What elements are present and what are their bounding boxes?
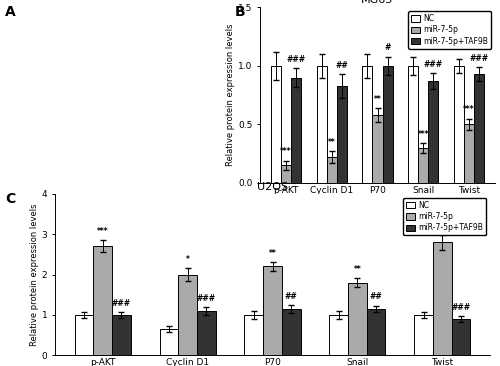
Text: **: ** <box>268 249 276 258</box>
Text: A: A <box>5 5 16 19</box>
Bar <box>428 81 438 183</box>
Title: U2OS: U2OS <box>257 182 288 192</box>
Bar <box>291 78 301 183</box>
Text: ###: ### <box>452 303 470 311</box>
Bar <box>464 124 474 183</box>
Bar <box>336 86 347 183</box>
Bar <box>408 66 418 183</box>
Bar <box>348 283 366 355</box>
Text: *: * <box>186 255 190 264</box>
Bar <box>433 242 452 355</box>
Bar <box>382 66 392 183</box>
Bar <box>281 165 291 183</box>
Bar <box>452 319 470 355</box>
Legend: NC, miR-7-5p, miR-7-5p+TAF9B: NC, miR-7-5p, miR-7-5p+TAF9B <box>408 11 491 49</box>
Bar <box>366 309 386 355</box>
Text: ***: *** <box>280 147 291 156</box>
Text: #: # <box>384 43 391 52</box>
Text: **: ** <box>328 138 336 147</box>
Text: ***: *** <box>97 227 108 236</box>
Bar <box>330 315 348 355</box>
Text: ###: ### <box>112 299 131 307</box>
Bar <box>178 274 197 355</box>
Bar <box>282 309 300 355</box>
Bar <box>263 266 282 355</box>
Bar <box>326 157 336 183</box>
Bar <box>372 115 382 183</box>
Text: ###: ### <box>286 55 306 64</box>
Text: B: B <box>235 5 246 19</box>
Y-axis label: Relative protein expression levels: Relative protein expression levels <box>226 24 235 167</box>
Bar <box>197 311 216 355</box>
Bar <box>112 315 131 355</box>
Text: **: ** <box>354 265 361 274</box>
Y-axis label: Relative protein expression levels: Relative protein expression levels <box>30 203 39 346</box>
Text: ***: *** <box>418 130 429 139</box>
Bar <box>414 315 433 355</box>
Bar <box>270 66 281 183</box>
Text: ***: *** <box>464 105 475 114</box>
Bar <box>474 74 484 183</box>
Bar <box>418 148 428 183</box>
Text: ###: ### <box>424 60 443 68</box>
Text: **: ** <box>374 95 382 104</box>
Text: ##: ## <box>370 292 382 302</box>
Text: C: C <box>5 192 15 206</box>
Title: MG63: MG63 <box>362 0 394 5</box>
Text: ##: ## <box>285 292 298 301</box>
Text: ###: ### <box>470 54 489 63</box>
Bar <box>454 66 464 183</box>
Legend: NC, miR-7-5p, miR-7-5p+TAF9B: NC, miR-7-5p, miR-7-5p+TAF9B <box>403 198 486 235</box>
Text: ***: *** <box>436 222 448 231</box>
Text: ##: ## <box>336 61 348 70</box>
Bar <box>75 315 94 355</box>
Bar <box>94 246 112 355</box>
Text: ###: ### <box>196 294 216 303</box>
Bar <box>362 66 372 183</box>
Bar <box>160 329 178 355</box>
Bar <box>316 66 326 183</box>
Bar <box>244 315 263 355</box>
